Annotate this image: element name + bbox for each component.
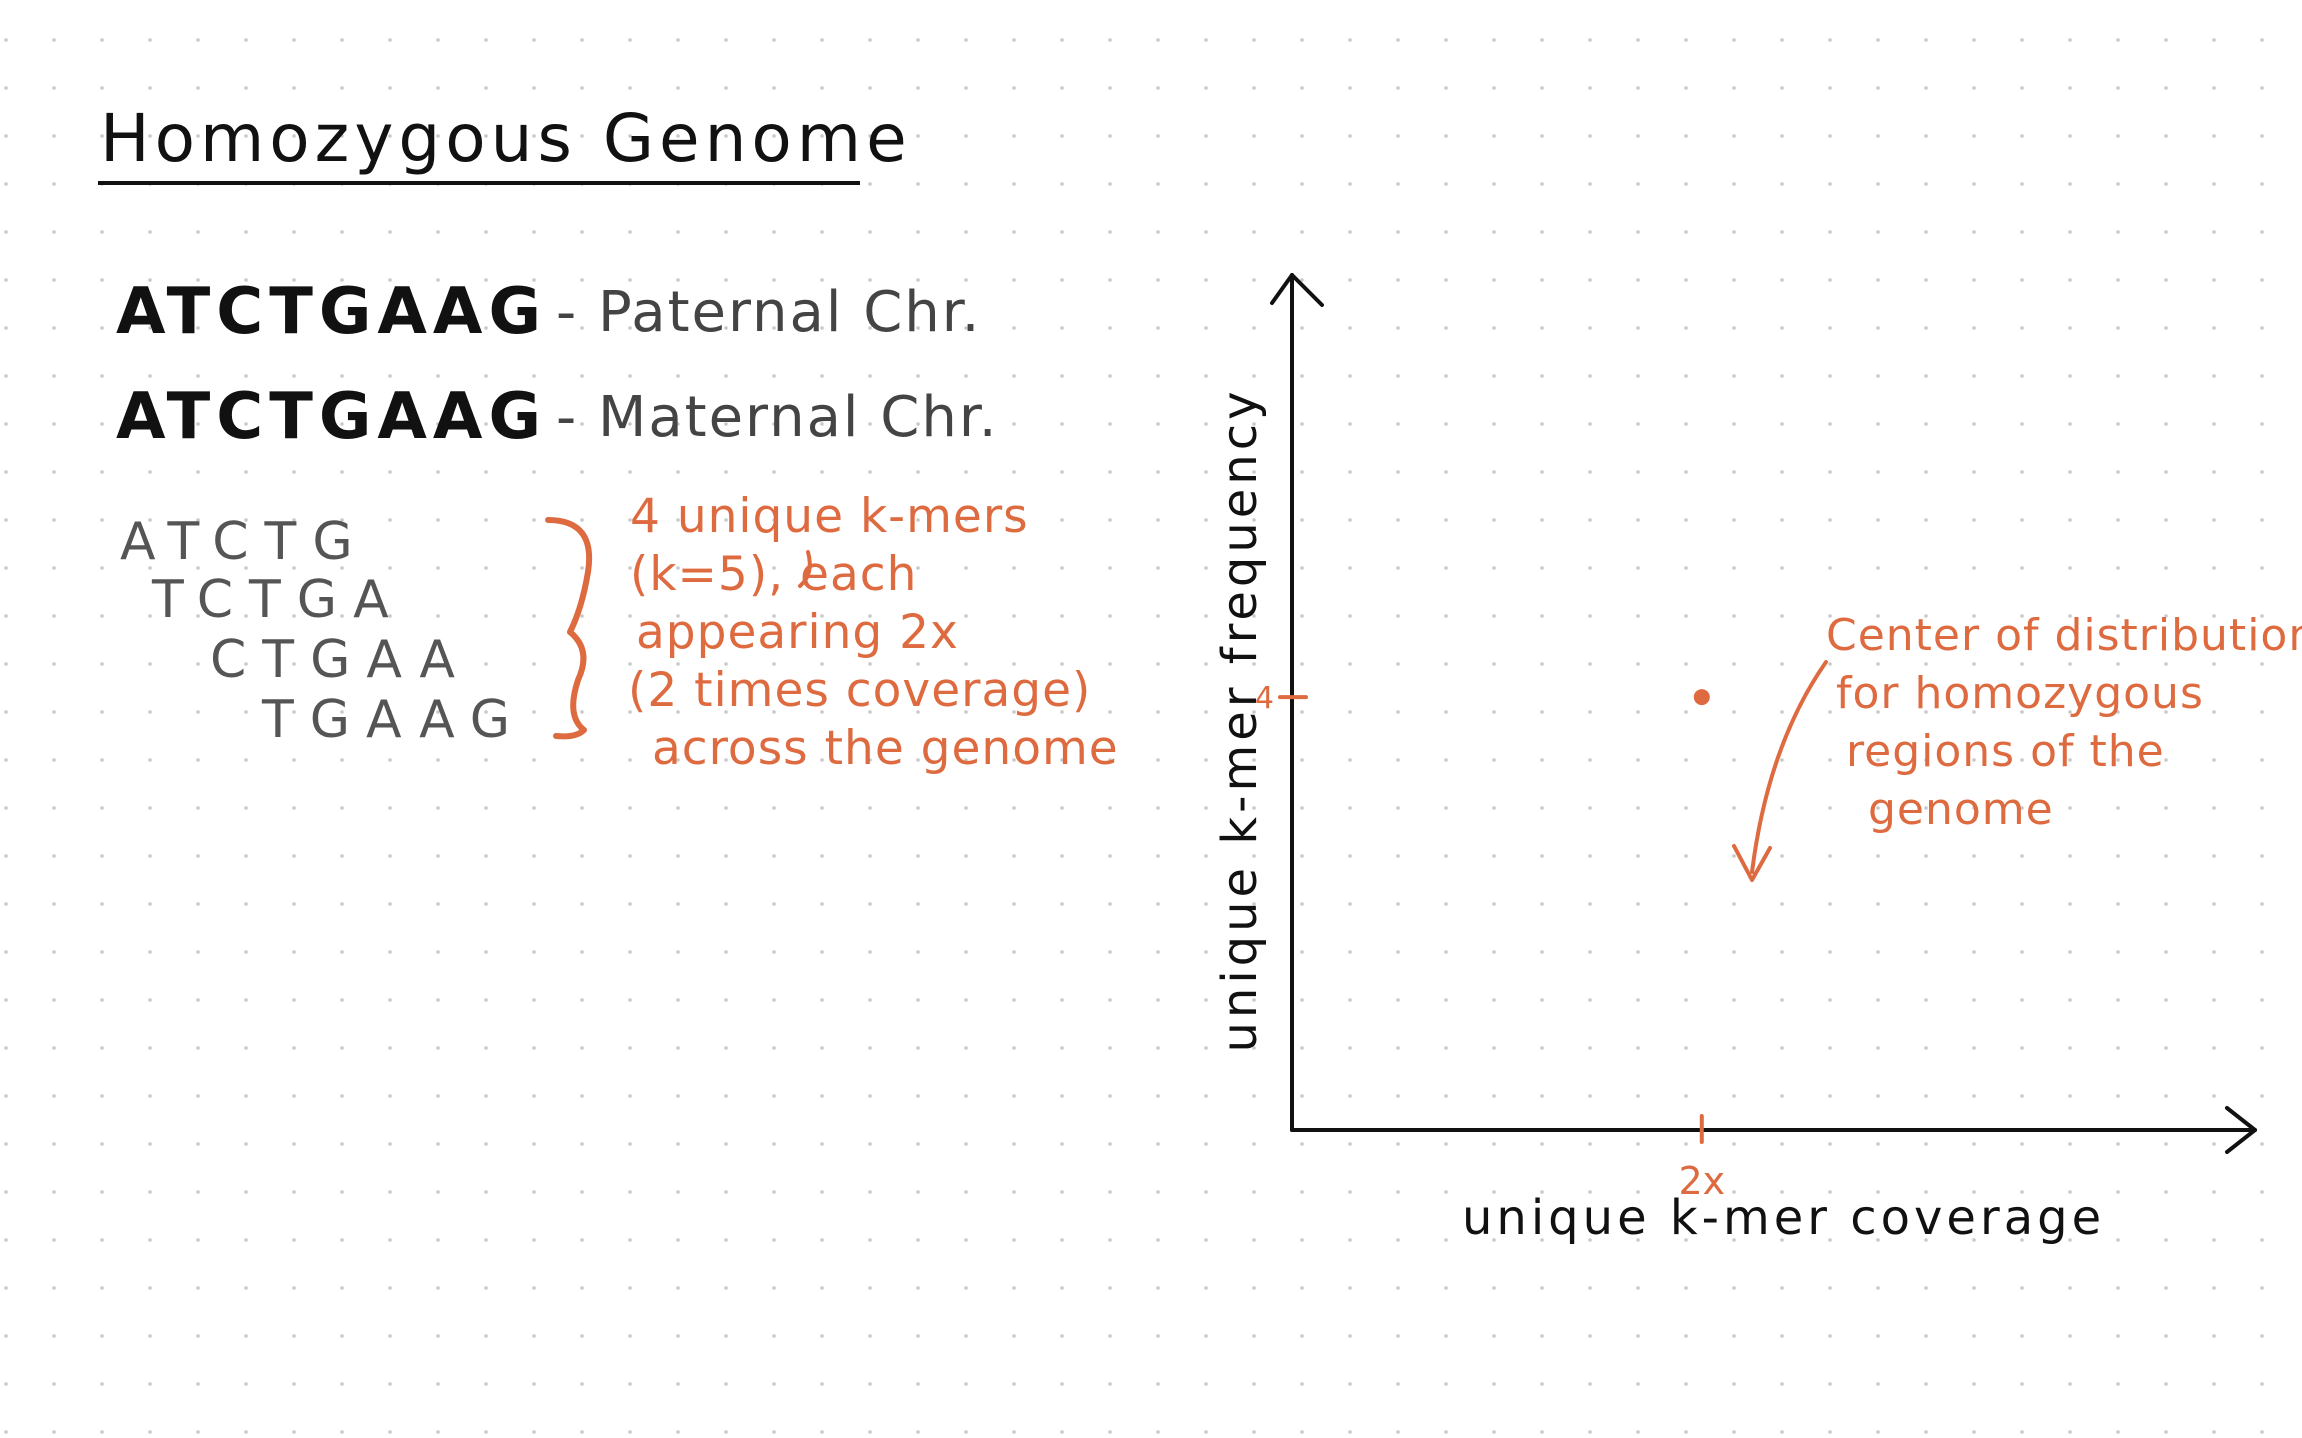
kmer-note-line-2: (k=5), each <box>630 547 918 602</box>
kmer-2: TCTGA <box>152 570 405 630</box>
kmer-note-line-4: (2 times coverage) <box>628 663 1092 718</box>
callout-line-4: genome <box>1868 784 2054 835</box>
x-axis-label: unique k-mer coverage <box>1462 1190 2106 1246</box>
page-title: Homozygous Genome <box>100 100 912 177</box>
kmer-brace <box>545 517 593 740</box>
y-tick-label-0: 4 <box>1255 681 1274 716</box>
kmer-4: TGAAG <box>262 690 527 750</box>
maternal-label: - Maternal Chr. <box>556 385 999 450</box>
callout-line-2: for homozygous <box>1836 668 2204 719</box>
x-axis-arrowhead <box>2225 1106 2257 1154</box>
callout-arrow <box>1750 660 1828 874</box>
kmer-note-comma <box>798 550 812 588</box>
kmer-note-line-3: appearing 2x <box>636 605 959 660</box>
data-point-0 <box>1693 689 1710 706</box>
x-tick-label-0: 2x <box>1678 1159 1725 1203</box>
callout-line-3: regions of the <box>1846 726 2165 777</box>
title-underline <box>98 181 860 185</box>
marks-group: 2x 4 <box>1255 681 1725 1203</box>
kmer-3: CTGAA <box>210 630 471 690</box>
paternal-label: - Paternal Chr. <box>556 280 982 345</box>
kmer-note-line-5: across the genome <box>652 721 1119 776</box>
maternal-sequence: ATCTGAAG <box>116 380 547 454</box>
kmer-note-line-1: 4 unique k-mers <box>630 489 1029 544</box>
y-axis-arrowhead <box>1270 273 1324 307</box>
kmer-1: ATCTG <box>120 512 369 572</box>
paternal-sequence: ATCTGAAG <box>116 275 547 349</box>
callout-arrowhead <box>1732 844 1772 882</box>
axes-group <box>1270 273 2257 1154</box>
callout-line-1: Center of distribution <box>1826 610 2302 661</box>
